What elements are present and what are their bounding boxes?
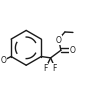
Text: O: O (55, 36, 61, 45)
Text: F: F (44, 64, 48, 73)
Text: F: F (52, 64, 57, 73)
Text: O: O (70, 46, 76, 55)
Text: O: O (1, 56, 6, 65)
